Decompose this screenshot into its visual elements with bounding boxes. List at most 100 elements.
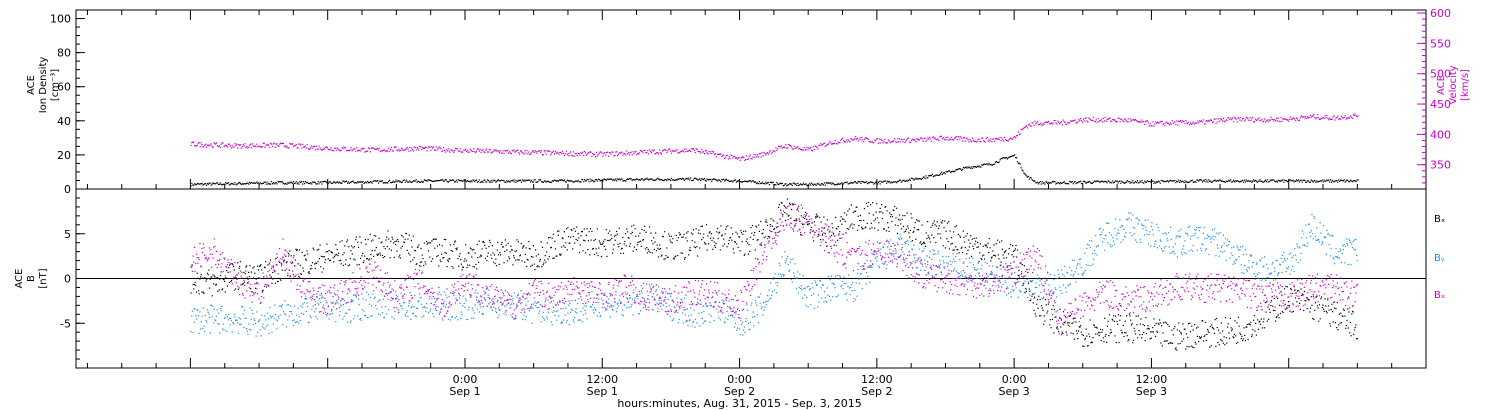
velocity-point xyxy=(588,152,590,154)
density-point xyxy=(219,182,221,184)
by-point xyxy=(310,317,312,319)
velocity-point xyxy=(964,140,966,142)
by-point xyxy=(293,319,295,321)
density-point xyxy=(762,182,764,185)
bx-point xyxy=(1161,345,1163,347)
bx-point xyxy=(946,222,949,224)
density-point xyxy=(889,182,891,184)
bx-point xyxy=(956,249,958,251)
by-point xyxy=(289,311,291,313)
bx-point xyxy=(611,237,613,240)
density-point xyxy=(365,181,367,183)
bx-point xyxy=(613,235,616,237)
bx-point xyxy=(538,266,540,268)
bx-point xyxy=(1118,341,1120,344)
density-point xyxy=(507,181,509,183)
velocity-point xyxy=(520,150,522,152)
velocity-point xyxy=(825,144,827,147)
by-point xyxy=(212,305,214,307)
velocity-point xyxy=(737,157,739,159)
velocity-point xyxy=(522,152,524,154)
velocity-point xyxy=(221,142,223,144)
bx-point xyxy=(898,214,900,216)
velocity-point xyxy=(634,151,636,153)
velocity-point xyxy=(927,137,929,139)
by-point xyxy=(565,307,567,309)
bx-point xyxy=(426,243,428,245)
velocity-point xyxy=(1032,122,1034,124)
density-point xyxy=(354,182,356,184)
density-point xyxy=(481,180,483,182)
bx-point xyxy=(767,235,769,238)
density-point xyxy=(974,166,976,168)
velocity-point xyxy=(903,138,905,140)
bx-point xyxy=(1059,308,1061,310)
density-point xyxy=(1173,180,1175,182)
velocity-point xyxy=(848,140,850,142)
velocity-point xyxy=(534,150,536,152)
velocity-point xyxy=(523,153,525,155)
bx-point xyxy=(233,269,235,271)
bx-point xyxy=(230,279,233,282)
by-point xyxy=(254,322,257,324)
velocity-point xyxy=(434,149,436,151)
density-point xyxy=(716,180,718,182)
by-point xyxy=(591,291,593,293)
by-point xyxy=(435,309,437,311)
bx-point xyxy=(506,260,509,262)
bx-point xyxy=(1154,335,1157,337)
velocity-point xyxy=(740,157,742,159)
bx-point xyxy=(598,240,600,242)
bx-point xyxy=(563,231,565,233)
by-point xyxy=(388,309,390,311)
bx-point xyxy=(331,251,333,254)
velocity-point xyxy=(670,152,673,154)
density-point xyxy=(438,180,440,182)
bx-point xyxy=(199,278,201,280)
bx-point xyxy=(1023,265,1025,267)
bx-point xyxy=(970,255,973,257)
by-point xyxy=(568,324,570,326)
by-point xyxy=(340,304,342,306)
velocity-point xyxy=(894,138,896,140)
by-point xyxy=(243,326,245,328)
bx-point xyxy=(408,252,410,254)
bx-point xyxy=(732,233,734,235)
by-point xyxy=(500,298,502,300)
bx-point xyxy=(391,236,393,238)
bx-point xyxy=(1008,253,1010,255)
velocity-point xyxy=(846,141,848,143)
bx-point xyxy=(1104,335,1106,337)
by-point xyxy=(277,315,279,318)
velocity-point xyxy=(340,149,342,152)
density-point xyxy=(1064,182,1066,184)
bx-point xyxy=(1148,328,1150,330)
density-point xyxy=(1046,181,1048,183)
bx-point xyxy=(244,273,246,275)
velocity-point xyxy=(864,138,866,140)
density-point xyxy=(201,182,203,184)
velocity-point xyxy=(713,153,716,156)
density-point xyxy=(459,180,461,182)
velocity-point xyxy=(1263,120,1265,122)
density-point xyxy=(922,176,924,178)
by-point xyxy=(350,320,352,322)
by-point xyxy=(382,298,384,301)
velocity-point xyxy=(582,151,584,153)
bx-point xyxy=(1018,269,1020,272)
velocity-point xyxy=(729,157,731,160)
bx-point xyxy=(784,211,786,214)
bx-point xyxy=(1240,333,1242,336)
bx-point xyxy=(885,230,887,232)
density-point xyxy=(769,181,771,183)
bx-point xyxy=(217,290,219,292)
velocity-point xyxy=(885,142,887,144)
velocity-point xyxy=(645,152,647,154)
density-point xyxy=(375,180,377,182)
bx-point xyxy=(261,269,263,271)
velocity-point xyxy=(774,151,776,153)
velocity-point xyxy=(597,154,599,156)
density-point xyxy=(551,180,554,182)
bx-point xyxy=(672,238,674,240)
density-point xyxy=(930,175,932,177)
